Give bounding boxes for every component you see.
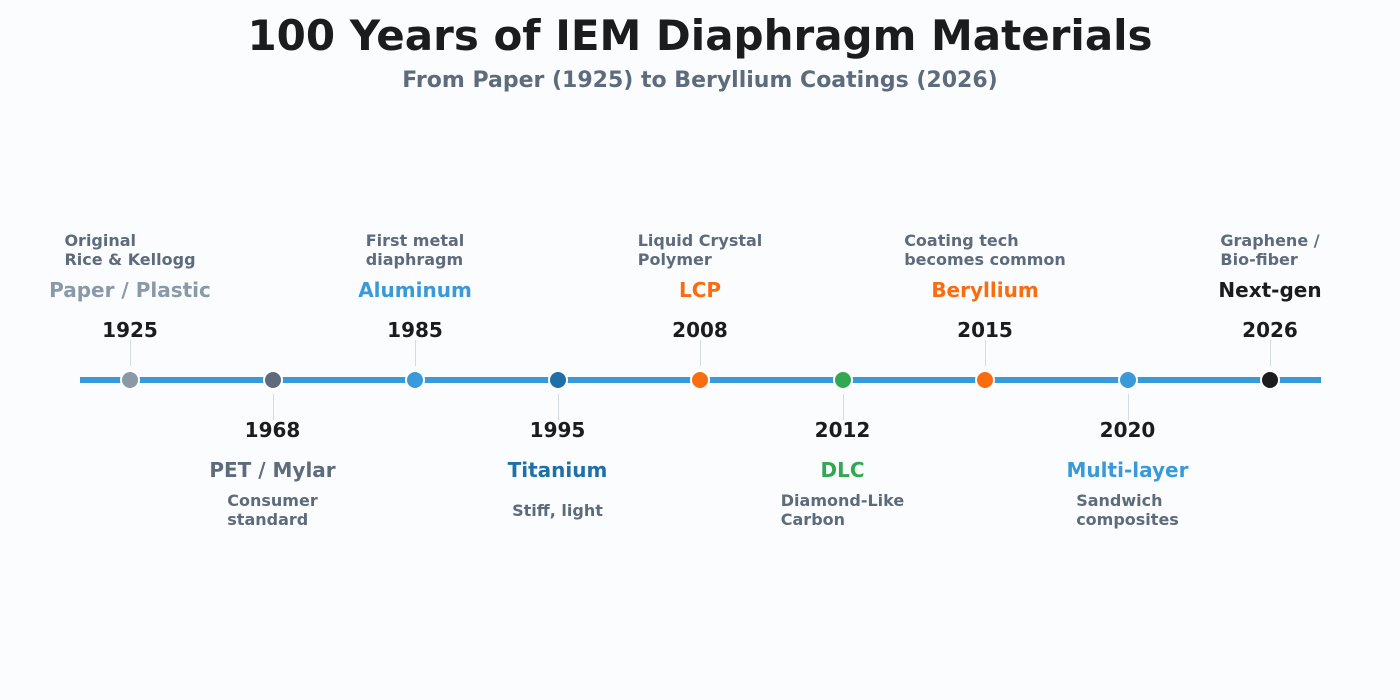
event-note: First metal diaphragm [365,231,465,269]
timeline-dot [832,370,853,390]
timeline-dot [1260,370,1280,390]
timeline-stem [842,394,844,420]
event-year: 1995 [529,418,586,442]
event-note-wrap: Sandwich composites [1008,491,1248,529]
event-note: Consumer standard [227,491,318,529]
event-material: Aluminum [358,278,472,302]
event-year: 2015 [957,318,1013,342]
timeline-dot [1117,370,1138,390]
timeline-dot [120,370,140,390]
timeline-dot [405,370,425,390]
event-note-wrap: Liquid Crystal Polymer [580,231,820,269]
event-note-wrap: Consumer standard [153,491,393,529]
event-note: Liquid Crystal Polymer [637,231,763,269]
event-material: LCP [678,278,722,302]
event-note: Sandwich composites [1076,491,1179,529]
chart-subtitle: From Paper (1925) to Beryllium Coatings … [402,68,998,93]
timeline-dot [690,370,710,390]
event-material: DLC [820,458,865,482]
timeline-stem [415,340,416,366]
timeline-stem [700,340,701,366]
event-material: PET / Mylar [209,458,336,482]
event-note: Stiff, light [512,501,603,520]
event-material: Next-gen [1218,278,1322,302]
chart-title: 100 Years of IEM Diaphragm Materials [247,11,1153,60]
timeline-dot [262,370,283,390]
event-year: 2012 [814,418,871,442]
event-note: Coating tech becomes common [904,231,1066,269]
event-year: 2020 [1099,418,1156,442]
event-note-wrap: Diamond-Like Carbon [723,491,963,529]
event-note: Graphene / Bio-fiber [1220,231,1320,269]
event-note-wrap: First metal diaphragm [295,231,535,269]
event-note: Original Rice & Kellogg [64,231,196,269]
event-year: 2008 [672,318,728,342]
event-year: 2026 [1242,318,1298,342]
event-material: Multi-layer [1066,458,1189,482]
event-year: 1985 [387,318,443,342]
timeline-stem [557,394,559,420]
event-note-wrap: Stiff, light [438,501,678,520]
event-year: 1925 [102,318,158,342]
event-note: Diamond-Like Carbon [780,491,905,529]
timeline-dot [547,370,568,390]
timeline-stem [1270,340,1271,366]
event-material: Titanium [507,458,608,482]
event-material: Paper / Plastic [49,278,211,302]
timeline-stem [272,394,274,420]
event-year: 1968 [244,418,301,442]
timeline-stem [130,340,131,366]
event-note-wrap: Coating tech becomes common [865,231,1105,269]
timeline-stem [985,340,986,366]
timeline-stem [1127,394,1129,420]
timeline-dot [975,370,995,390]
event-note-wrap: Graphene / Bio-fiber [1150,231,1390,269]
event-note-wrap: Original Rice & Kellogg [10,231,250,269]
event-material: Beryllium [931,278,1039,302]
